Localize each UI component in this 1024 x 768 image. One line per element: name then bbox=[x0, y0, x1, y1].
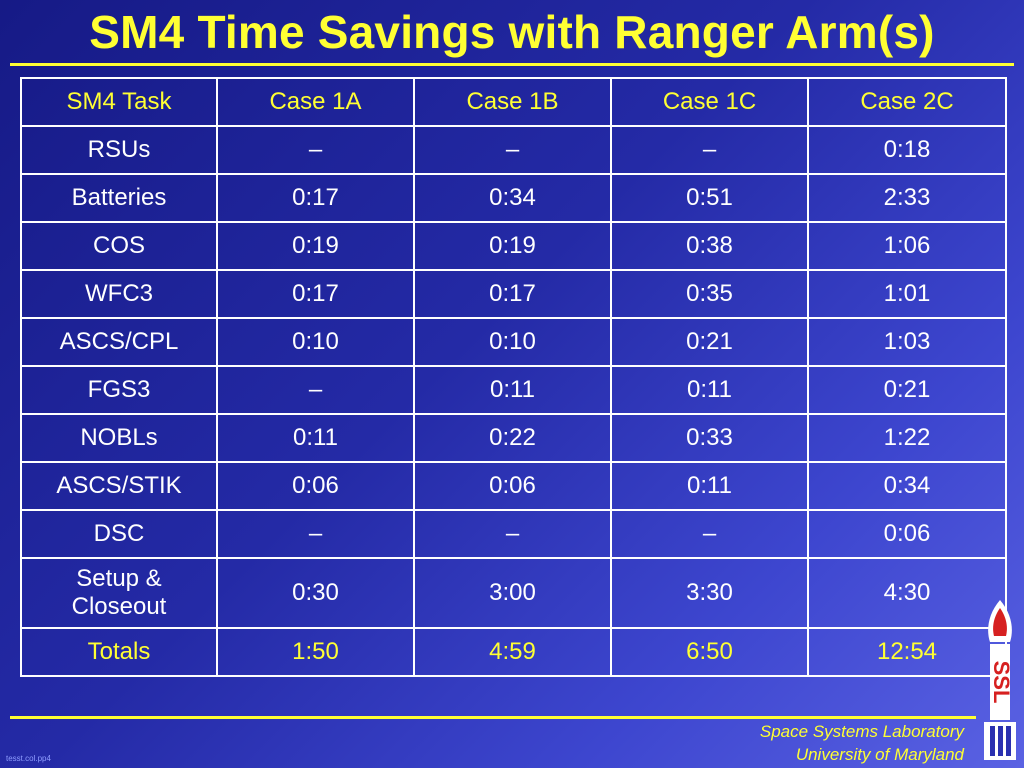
value-cell: – bbox=[413, 125, 612, 175]
value-cell: 0:17 bbox=[216, 173, 415, 223]
value-cell: 0:30 bbox=[216, 557, 415, 629]
task-cell: Batteries bbox=[20, 173, 218, 223]
slide-title: SM4 Time Savings with Ranger Arm(s) bbox=[89, 6, 935, 58]
value-cell: 0:17 bbox=[413, 269, 612, 319]
value-cell: 0:06 bbox=[216, 461, 415, 511]
title-underline bbox=[10, 63, 1014, 66]
value-cell: 0:18 bbox=[807, 125, 1007, 175]
table-row: ASCS/CPL 0:10 0:10 0:21 1:03 bbox=[20, 317, 1007, 367]
value-cell: – bbox=[610, 125, 809, 175]
header-case-1a: Case 1A bbox=[216, 77, 415, 127]
footer-rule bbox=[10, 716, 976, 719]
total-cell: 6:50 bbox=[610, 627, 809, 677]
header-case-1c: Case 1C bbox=[610, 77, 809, 127]
logo-letters: SSL bbox=[989, 661, 1014, 704]
header-case-1b: Case 1B bbox=[413, 77, 612, 127]
value-cell: – bbox=[216, 509, 415, 559]
task-cell: DSC bbox=[20, 509, 218, 559]
value-cell: 0:11 bbox=[413, 365, 612, 415]
value-cell: – bbox=[610, 509, 809, 559]
value-cell: 4:30 bbox=[807, 557, 1007, 629]
value-cell: – bbox=[413, 509, 612, 559]
task-cell: Setup & Closeout bbox=[20, 557, 218, 629]
total-cell: 1:50 bbox=[216, 627, 415, 677]
table-row: ASCS/STIK 0:06 0:06 0:11 0:34 bbox=[20, 461, 1007, 511]
value-cell: 0:11 bbox=[610, 461, 809, 511]
table-row: Batteries 0:17 0:34 0:51 2:33 bbox=[20, 173, 1007, 223]
value-cell: 0:34 bbox=[807, 461, 1007, 511]
value-cell: 0:35 bbox=[610, 269, 809, 319]
value-cell: 0:21 bbox=[807, 365, 1007, 415]
table-row: RSUs – – – 0:18 bbox=[20, 125, 1007, 175]
table-header-row: SM4 Task Case 1A Case 1B Case 1C Case 2C bbox=[20, 77, 1007, 127]
task-cell: NOBLs bbox=[20, 413, 218, 463]
value-cell: 0:51 bbox=[610, 173, 809, 223]
ssl-rocket-logo-icon: SSL bbox=[984, 600, 1016, 760]
task-cell: COS bbox=[20, 221, 218, 271]
table-row: DSC – – – 0:06 bbox=[20, 509, 1007, 559]
value-cell: 0:19 bbox=[413, 221, 612, 271]
task-cell: ASCS/CPL bbox=[20, 317, 218, 367]
value-cell: 0:10 bbox=[413, 317, 612, 367]
value-cell: 0:10 bbox=[216, 317, 415, 367]
task-cell: RSUs bbox=[20, 125, 218, 175]
footer-credit: Space Systems Laboratory University of M… bbox=[760, 720, 964, 766]
value-cell: 3:00 bbox=[413, 557, 612, 629]
rocket-fin bbox=[1006, 726, 1011, 756]
value-cell: 0:21 bbox=[610, 317, 809, 367]
total-cell: 4:59 bbox=[413, 627, 612, 677]
value-cell: 0:33 bbox=[610, 413, 809, 463]
task-line: Closeout bbox=[71, 593, 167, 620]
rocket-body bbox=[990, 644, 1010, 720]
task-cell: ASCS/STIK bbox=[20, 461, 218, 511]
value-cell: 0:11 bbox=[610, 365, 809, 415]
value-cell: – bbox=[216, 125, 415, 175]
totals-label: Totals bbox=[20, 627, 218, 677]
value-cell: 0:17 bbox=[216, 269, 415, 319]
lab-name: Space Systems Laboratory bbox=[759, 722, 964, 741]
value-cell: 0:19 bbox=[216, 221, 415, 271]
rocket-fin bbox=[998, 726, 1003, 756]
value-cell: 0:34 bbox=[413, 173, 612, 223]
header-case-2c: Case 2C bbox=[807, 77, 1007, 127]
rocket-nose-stripe bbox=[993, 608, 1007, 636]
file-note: tesst.col.pp4 bbox=[6, 754, 51, 763]
table-row: WFC3 0:17 0:17 0:35 1:01 bbox=[20, 269, 1007, 319]
value-cell: 1:01 bbox=[807, 269, 1007, 319]
task-cell: FGS3 bbox=[20, 365, 218, 415]
table-row: NOBLs 0:11 0:22 0:33 1:22 bbox=[20, 413, 1007, 463]
value-cell: 0:38 bbox=[610, 221, 809, 271]
table-row: COS 0:19 0:19 0:38 1:06 bbox=[20, 221, 1007, 271]
value-cell: 1:22 bbox=[807, 413, 1007, 463]
table-row: FGS3 – 0:11 0:11 0:21 bbox=[20, 365, 1007, 415]
task-line: Setup & bbox=[76, 565, 162, 592]
value-cell: 0:06 bbox=[807, 509, 1007, 559]
header-task: SM4 Task bbox=[20, 77, 218, 127]
value-cell: 3:30 bbox=[610, 557, 809, 629]
value-cell: 1:03 bbox=[807, 317, 1007, 367]
value-cell: 1:06 bbox=[807, 221, 1007, 271]
value-cell: 0:11 bbox=[216, 413, 415, 463]
total-cell: 12:54 bbox=[807, 627, 1007, 677]
time-savings-table: SM4 Task Case 1A Case 1B Case 1C Case 2C… bbox=[20, 77, 1007, 677]
value-cell: 0:06 bbox=[413, 461, 612, 511]
totals-row: Totals 1:50 4:59 6:50 12:54 bbox=[20, 627, 1007, 677]
table-row: Setup & Closeout 0:30 3:00 3:30 4:30 bbox=[20, 557, 1007, 629]
university-name: University of Maryland bbox=[795, 745, 964, 764]
value-cell: 2:33 bbox=[807, 173, 1007, 223]
task-cell: WFC3 bbox=[20, 269, 218, 319]
value-cell: 0:22 bbox=[413, 413, 612, 463]
rocket-fin bbox=[990, 726, 995, 756]
value-cell: – bbox=[216, 365, 415, 415]
